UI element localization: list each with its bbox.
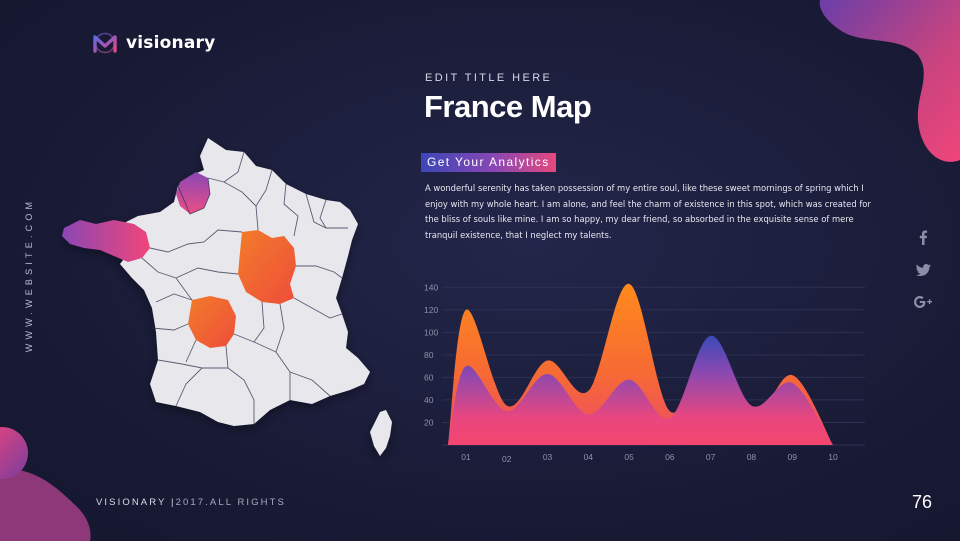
department-borders <box>141 151 348 424</box>
france-map <box>62 138 392 456</box>
page-number: 76 <box>912 492 933 512</box>
region-bourgogne[interactable] <box>238 230 296 304</box>
x-tick-label: 06 <box>665 452 675 462</box>
series-2-area <box>448 335 833 445</box>
x-tick-label: 02 <box>502 454 512 464</box>
decorative-blob-top-right <box>819 0 960 162</box>
footer-rights: 2017.ALL RIGHTS <box>175 497 286 508</box>
corsica-island <box>370 410 392 456</box>
y-tick-label: 120 <box>424 305 438 315</box>
visionary-m-logo-icon <box>93 32 117 54</box>
analytics-badge: Get Your Analytics <box>421 153 556 172</box>
chart-y-axis: 20 40 60 80 100 120 140 <box>424 282 438 427</box>
x-tick-label: 07 <box>706 452 716 462</box>
chart-x-axis: 01 02 03 04 05 06 07 08 09 10 <box>461 452 838 464</box>
website-url-text[interactable]: WWW.WEBSITE.COM <box>24 197 34 353</box>
footer-copyright: VISIONARY |2017.ALL RIGHTS <box>96 497 286 508</box>
brand-logo: visionary <box>92 32 215 54</box>
y-tick-label: 20 <box>424 417 434 427</box>
x-tick-label: 05 <box>624 452 634 462</box>
twitter-icon[interactable] <box>913 264 933 276</box>
x-tick-label: 03 <box>543 452 553 462</box>
google-plus-icon[interactable] <box>913 296 933 308</box>
region-limousin[interactable] <box>188 296 236 348</box>
side-website-url: WWW.WEBSITE.COM <box>14 175 44 375</box>
y-tick-label: 100 <box>424 327 438 337</box>
region-ile-de-france[interactable] <box>176 172 210 214</box>
slide-body-text: A wonderful serenity has taken possessio… <box>425 183 871 240</box>
x-tick-label: 10 <box>828 452 838 462</box>
footer-brand: VISIONARY | <box>96 497 176 508</box>
decorative-blob-bottom-left <box>0 427 91 541</box>
analytics-area-chart: 20 40 60 80 100 120 140 01 02 03 04 05 06 07 08 09 10 <box>424 282 865 464</box>
region-brittany[interactable] <box>62 220 150 262</box>
y-tick-label: 80 <box>424 350 434 360</box>
slide-eyebrow: EDIT TITLE HERE <box>425 72 553 84</box>
x-tick-label: 08 <box>747 452 757 462</box>
y-tick-label: 40 <box>424 395 434 405</box>
facebook-icon[interactable] <box>913 230 933 245</box>
y-tick-label: 140 <box>424 282 438 292</box>
brand-name: visionary <box>126 33 216 53</box>
y-tick-label: 60 <box>424 372 434 382</box>
x-tick-label: 01 <box>461 452 471 462</box>
slide-title: France Map <box>424 89 592 124</box>
x-tick-label: 09 <box>787 452 797 462</box>
x-tick-label: 04 <box>584 452 594 462</box>
